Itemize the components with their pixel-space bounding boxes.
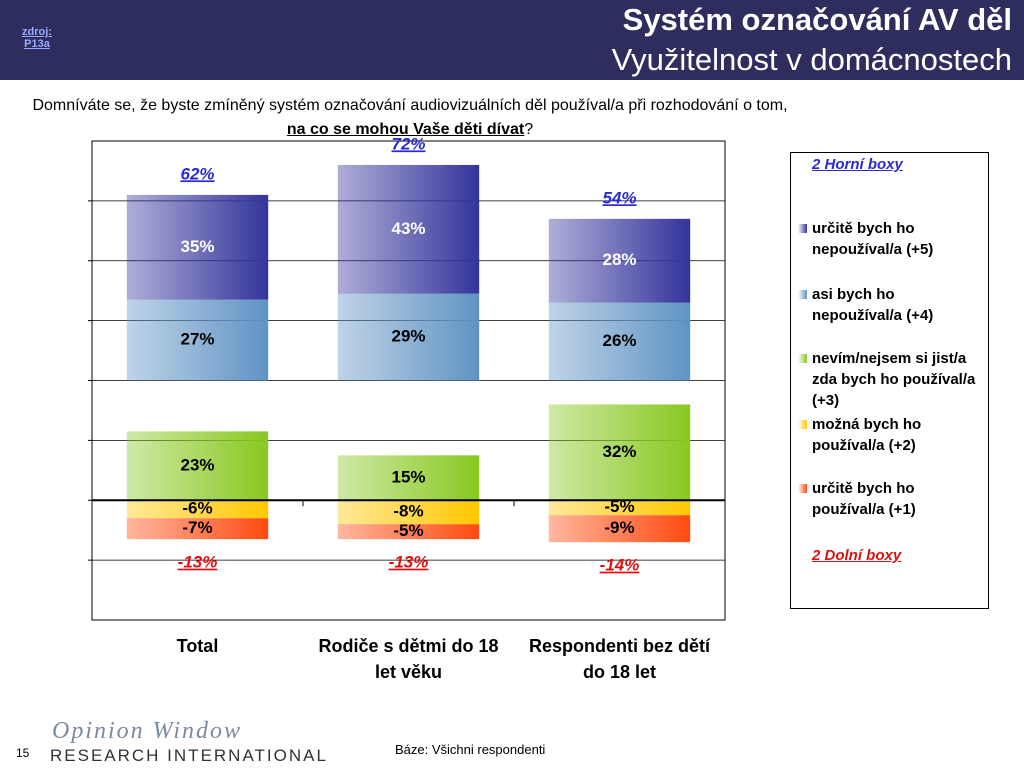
value-label: -7% <box>182 518 212 537</box>
value-label: -6% <box>182 499 212 518</box>
value-label: 32% <box>602 442 636 461</box>
top-total: 54% <box>602 188 636 207</box>
legend <box>790 152 989 609</box>
legend-entry: určitě bych ho používal/a (+1) <box>798 478 984 520</box>
value-label: 29% <box>391 327 425 346</box>
bar-segment <box>126 194 269 300</box>
bar-segment <box>548 218 691 303</box>
header-band <box>0 0 1024 80</box>
category-label: Rodiče s dětmi do 18 let věku <box>318 636 499 682</box>
bar-segment <box>337 500 480 525</box>
bar-segment <box>337 455 480 501</box>
bar-segment <box>337 164 480 294</box>
legend-top-total: 2 Horní boxy <box>812 156 903 173</box>
category-label: Respondenti bez dětí do 18 let <box>528 636 710 682</box>
source-code: P13a <box>24 38 50 50</box>
bar-segment <box>337 524 480 540</box>
question-emphasis: na co se mohou Vaše děti dívat <box>286 121 525 138</box>
legend-entry: asi bych ho nepoužíval/a (+4) <box>798 284 984 326</box>
legend-entry: nevím/nejsem si jist/a zda bych ho použí… <box>798 348 984 411</box>
base-note: Báze: Všichni respondenti <box>395 742 546 757</box>
legend-swatch <box>798 484 807 493</box>
top-total: 62% <box>180 164 214 183</box>
value-label: 26% <box>602 331 636 350</box>
value-label: -9% <box>604 518 634 537</box>
bar-segment <box>126 299 269 381</box>
source: zdroj: P13a <box>16 26 58 50</box>
legend-entry: určitě bych ho nepoužíval/a (+5) <box>798 218 984 260</box>
bar-segment <box>126 431 269 501</box>
legend-swatch <box>798 420 807 429</box>
logo-top: Opinion Window <box>52 718 243 744</box>
legend-swatch <box>798 290 807 299</box>
value-label: -5% <box>604 497 634 516</box>
title: Systém označování AV děl <box>622 2 1012 37</box>
value-label: -8% <box>393 502 423 521</box>
bottom-total: -13% <box>178 553 218 572</box>
value-label: 35% <box>180 237 214 256</box>
source-label: zdroj: <box>22 26 52 38</box>
bar-segment <box>126 518 269 540</box>
value-label: 28% <box>602 250 636 269</box>
value-label: 23% <box>180 455 214 474</box>
value-label: 15% <box>391 467 425 486</box>
bar-segment <box>126 500 269 519</box>
page-number: 15 <box>16 746 30 760</box>
legend-swatch <box>798 224 807 233</box>
question-end: ? <box>524 121 534 138</box>
subtitle: Využitelnost v domácnostech <box>611 42 1012 77</box>
bottom-total: -14% <box>600 556 640 575</box>
legend-bottom-total: 2 Dolní boxy <box>812 547 902 564</box>
value-label: -5% <box>393 521 423 540</box>
question-text: Domníváte se, že byste zmíněný systém oz… <box>32 97 788 114</box>
value-label: 27% <box>180 330 214 349</box>
top-total: 72% <box>391 134 425 153</box>
category-label: Total <box>176 636 219 656</box>
bar-segment <box>548 500 691 516</box>
legend-entry: možná bych ho používal/a (+2) <box>798 414 984 456</box>
bar-segment <box>337 293 480 381</box>
bar-segment <box>548 404 691 501</box>
bottom-total: -13% <box>389 553 429 572</box>
bar-segment <box>548 515 691 543</box>
bar-segment <box>548 302 691 381</box>
question: Domníváte se, že byste zmíněný systém oz… <box>30 94 790 142</box>
value-label: 43% <box>391 219 425 238</box>
legend-swatch <box>798 354 807 363</box>
logo-bottom: RESEARCH INTERNATIONAL <box>50 746 328 765</box>
